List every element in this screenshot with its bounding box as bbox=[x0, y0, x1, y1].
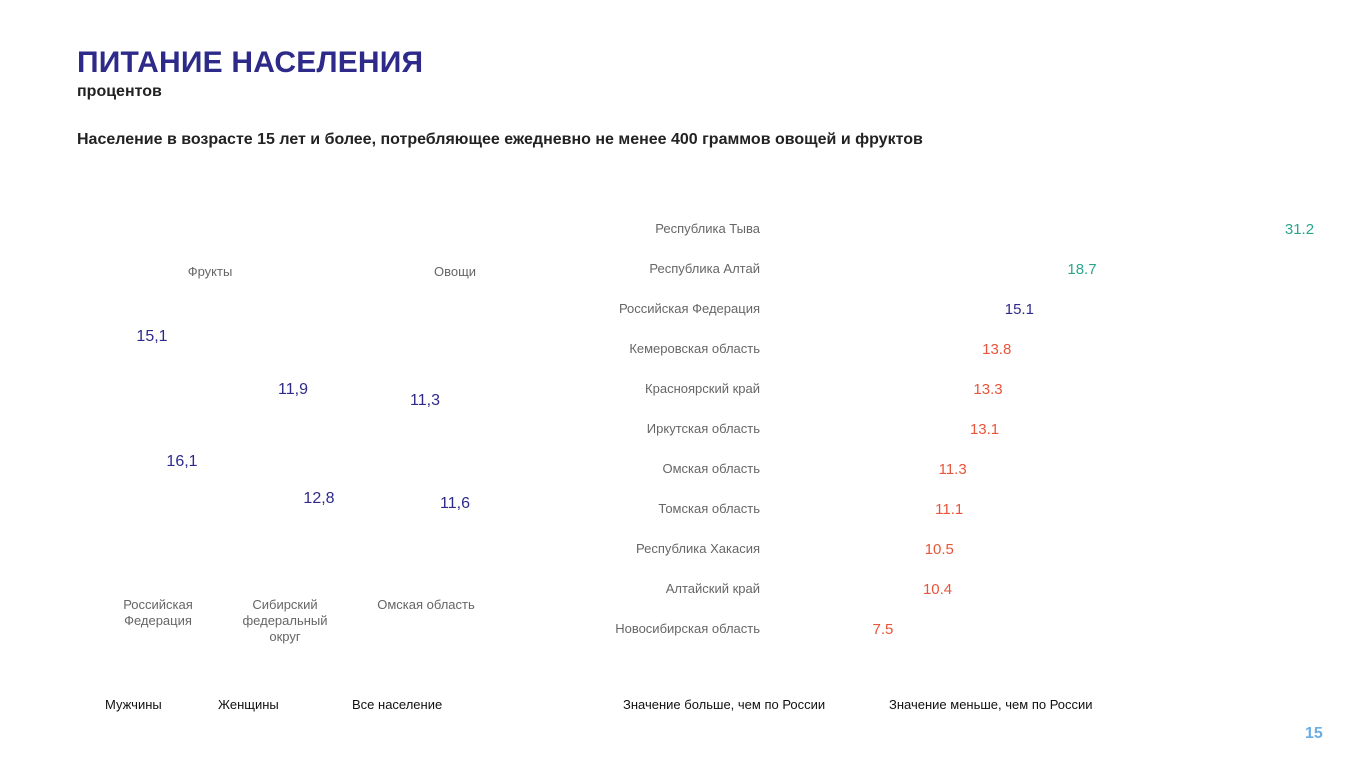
group-label: Фрукты bbox=[188, 264, 233, 279]
category-label: Омская область bbox=[377, 597, 475, 612]
page-title: ПИТАНИЕ НАСЕЛЕНИЯ bbox=[77, 46, 424, 79]
data-label: 31.2 bbox=[1285, 221, 1314, 238]
data-label: 11,9 bbox=[278, 381, 308, 398]
data-label: 11,3 bbox=[410, 392, 440, 409]
data-label: 13.8 bbox=[982, 341, 1011, 358]
data-label: 12,8 bbox=[303, 490, 334, 507]
data-label: 13.1 bbox=[970, 421, 999, 438]
data-label: 18.7 bbox=[1067, 261, 1096, 278]
gender-consumption-chart: Фрукты Овощи 15,1 11,9 11,3 16,1 12,8 11,6 Росси… bbox=[123, 264, 476, 644]
data-label: 15,1 bbox=[136, 328, 167, 345]
data-label: 10.4 bbox=[923, 581, 952, 598]
region-label: Республика Тыва bbox=[655, 221, 761, 236]
region-label: Республика Алтай bbox=[649, 261, 760, 276]
legend-above-russia: Значение больше, чем по России bbox=[623, 697, 826, 712]
region-label: Омская область bbox=[662, 461, 760, 476]
legend-men: Мужчины bbox=[105, 697, 162, 712]
group-label: Овощи bbox=[434, 264, 476, 279]
legend-all-population: Все население bbox=[352, 697, 443, 712]
unit-label: процентов bbox=[77, 83, 162, 100]
legend-women: Женщины bbox=[218, 697, 279, 712]
data-label: 11.1 bbox=[935, 501, 963, 518]
data-label: 13.3 bbox=[973, 381, 1002, 398]
page-number: 15 bbox=[1305, 725, 1323, 742]
chart-subtitle: Население в возрасте 15 лет и более, пот… bbox=[77, 131, 923, 148]
category-label: Сибирский федеральный округ bbox=[242, 597, 327, 644]
legend-below-russia: Значение меньше, чем по России bbox=[889, 697, 1093, 712]
region-label: Российская Федерация bbox=[619, 301, 760, 316]
region-label: Красноярский край bbox=[645, 381, 760, 396]
region-label: Алтайский край bbox=[666, 581, 760, 596]
data-label: 16,1 bbox=[166, 453, 197, 470]
data-label: 10.5 bbox=[925, 541, 954, 558]
data-label: 7.5 bbox=[873, 621, 894, 638]
region-label: Иркутская область bbox=[647, 421, 760, 436]
data-label: 11.3 bbox=[939, 461, 967, 478]
region-label: Новосибирская область bbox=[615, 621, 760, 636]
region-label: Томская область bbox=[658, 501, 760, 516]
data-label: 11,6 bbox=[440, 495, 470, 512]
region-label: Республика Хакасия bbox=[636, 541, 760, 556]
region-label: Кемеровская область bbox=[629, 341, 760, 356]
data-label: 15.1 bbox=[1005, 301, 1034, 318]
category-label: Российская Федерация bbox=[123, 597, 193, 628]
